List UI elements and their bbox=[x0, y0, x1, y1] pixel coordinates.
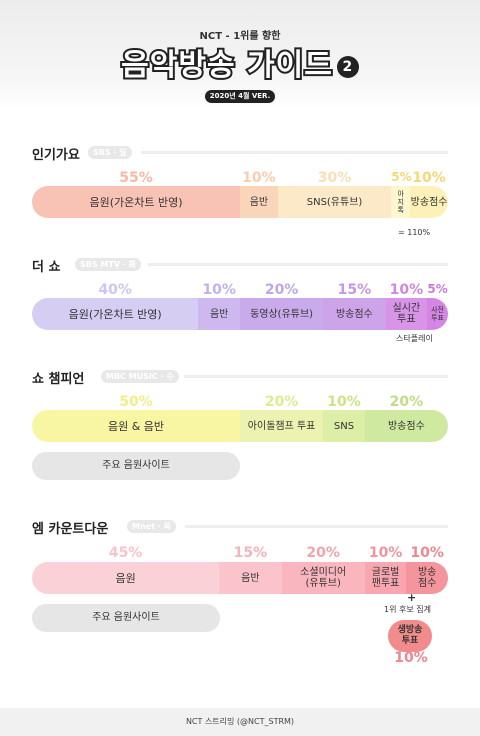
bar-segment: 사전 투표 bbox=[427, 298, 448, 330]
candidate-note: 1위 후보 집계 bbox=[384, 605, 431, 614]
bar-segment: 음원(가온차트 반영) bbox=[32, 298, 199, 330]
section-divider bbox=[184, 375, 448, 378]
bar-segment: 음원 bbox=[32, 562, 220, 594]
segment-percent: 45% bbox=[108, 545, 143, 561]
weight-bar: 음원 & 음반 아이돌챔프 투표 SNS 방송점수 bbox=[32, 410, 448, 442]
header-title: 음악방송 가이드 2 bbox=[0, 40, 480, 85]
broadcast-tag: MBC MUSIC · 수 bbox=[101, 370, 179, 383]
music-sites-pill: 주요 음원사이트 bbox=[32, 452, 240, 480]
bar-segment: 소셜미디어 (유튜브) bbox=[281, 562, 365, 594]
segment-percent: 10% bbox=[327, 394, 361, 410]
segment-percent: 10% bbox=[242, 170, 276, 186]
segment-percent: 30% bbox=[317, 170, 352, 186]
bar-segment: 음반 bbox=[219, 562, 282, 594]
broadcast-tag: SBS · 일 bbox=[88, 146, 132, 159]
music-sites-pill: 주요 음원사이트 bbox=[32, 604, 220, 632]
broadcast-tag: Mnet · 목 bbox=[127, 520, 176, 533]
section-divider bbox=[185, 525, 448, 528]
bar-segment: SNS bbox=[323, 410, 365, 442]
title-number-badge: 2 bbox=[336, 55, 359, 78]
segment-percent: 10% bbox=[368, 545, 403, 561]
segment-percent: 10% bbox=[410, 545, 444, 561]
bar-segment: 글로벌 팬투표 bbox=[364, 562, 407, 594]
segment-percent: 10% bbox=[412, 170, 446, 186]
bar-segment: 아 지 톡 bbox=[391, 186, 411, 218]
segment-percent: 20% bbox=[389, 394, 424, 410]
bar-segment: 방송점수 bbox=[323, 298, 386, 330]
live-vote-circle: 생방송 투표 bbox=[388, 620, 432, 652]
section-title: 엠 카운트다운 bbox=[32, 522, 109, 537]
bar-segment: 음원 & 음반 bbox=[32, 410, 240, 442]
broadcast-tag: SBS MTV · 화 bbox=[75, 258, 141, 271]
bar-segment: 아이돌챔프 투표 bbox=[240, 410, 324, 442]
segment-percent: 20% bbox=[306, 545, 340, 561]
header-subtitle: NCT - 1위를 향한 bbox=[199, 31, 281, 42]
section-divider bbox=[148, 263, 448, 266]
bar-segment: 실시간 투표 bbox=[385, 298, 428, 330]
header: NCT - 1위를 향한 음악방송 가이드 2 2020년 4월 VER. bbox=[0, 0, 480, 110]
bar-segment: 동영상(유튜브) bbox=[239, 298, 324, 330]
bar-segment: 음반 bbox=[240, 186, 278, 218]
bar-segment: 음반 bbox=[198, 298, 240, 330]
segment-percent: 20% bbox=[264, 394, 299, 410]
segment-percent: 55% bbox=[119, 170, 153, 186]
bar-segment: 방송점수 bbox=[364, 410, 448, 442]
version-badge: 2020년 4월 VER. bbox=[205, 90, 275, 103]
bar-segment: SNS(유튜브) bbox=[277, 186, 392, 218]
segment-percent: 20% bbox=[264, 282, 299, 298]
plus-sign: + bbox=[407, 591, 417, 604]
total-note: = 110% bbox=[398, 228, 431, 237]
section-title: 인기가요 bbox=[32, 148, 80, 163]
segment-percent: 50% bbox=[119, 394, 153, 410]
live-vote-percent: 10% bbox=[394, 650, 428, 666]
segment-percent: 15% bbox=[233, 545, 268, 561]
bar-segment: 음원(가온차트 반영) bbox=[32, 186, 240, 218]
bar-segment: 방송점수 bbox=[410, 186, 448, 218]
footer: NCT 스트리밍 (@NCT_STRM) bbox=[0, 708, 480, 736]
section-divider bbox=[141, 151, 448, 154]
segment-percent: 5% bbox=[391, 170, 412, 184]
segment-percent: 10% bbox=[389, 282, 424, 298]
section-title: 더 쇼 bbox=[32, 260, 61, 275]
segment-percent: 10% bbox=[202, 282, 236, 298]
weight-bar: 음원(가온차트 반영) 음반 SNS(유튜브) 아 지 톡 방송점수 bbox=[32, 186, 448, 218]
title-text: 음악방송 가이드 bbox=[119, 46, 334, 85]
weight-bar: 음원(가온차트 반영) 음반 동영상(유튜브) 방송점수 실시간 투표 사전 투표 bbox=[32, 298, 448, 330]
segment-percent: 40% bbox=[98, 282, 132, 298]
starplay-note: 스타플레이 bbox=[396, 334, 433, 343]
section-title: 쇼 챔피언 bbox=[32, 372, 85, 387]
segment-percent: 15% bbox=[337, 282, 372, 298]
bar-segment: 방송 점수 bbox=[406, 562, 448, 594]
segment-percent: 5% bbox=[427, 282, 448, 296]
weight-bar: 음원 음반 소셜미디어 (유튜브) 글로벌 팬투표 방송 점수 bbox=[32, 562, 448, 594]
